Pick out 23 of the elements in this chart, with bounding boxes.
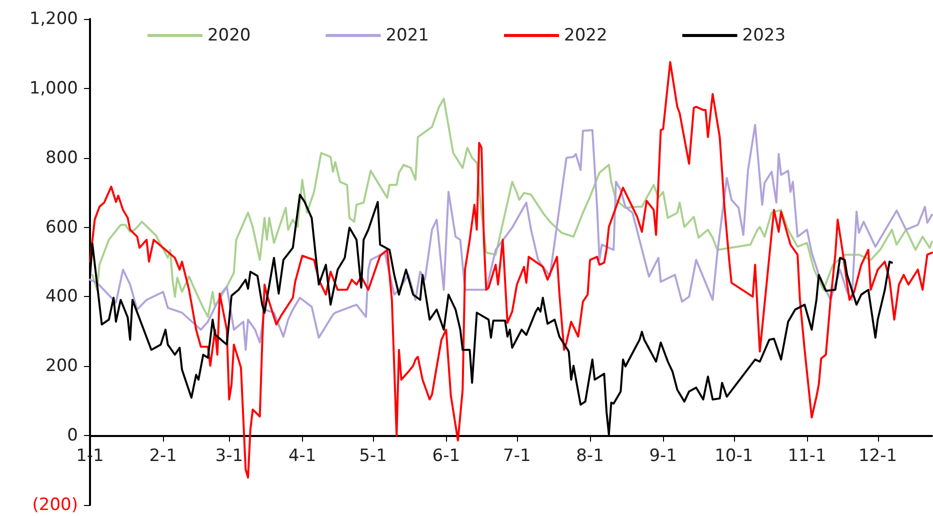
legend-label: 2022 [564, 26, 608, 46]
y-tick-label: 400 [46, 286, 78, 307]
y-tick-label: 1,200 [29, 9, 78, 29]
y-tick-label: 200 [46, 356, 78, 376]
x-tick-label: 8-1 [576, 446, 604, 466]
x-tick-label: 12-1 [858, 446, 898, 466]
legend-label: 2020 [207, 26, 251, 46]
x-tick-label: 11-1 [788, 446, 826, 466]
x-tick-label: 9-1 [649, 446, 678, 466]
x-tick-label: 3-1 [215, 446, 244, 466]
legend-label: 2021 [386, 26, 429, 46]
y-tick-label: 800 [46, 148, 78, 168]
x-tick-label: 6-1 [432, 446, 460, 466]
x-tick-label: 10-1 [714, 446, 754, 466]
legend-label: 2023 [742, 26, 786, 46]
y-tick-label: (200) [32, 495, 78, 515]
y-tick-label: 0 [67, 426, 78, 446]
x-tick-label: 7-1 [503, 446, 531, 466]
x-tick-label: 2-1 [149, 446, 178, 466]
x-tick-label: 4-1 [288, 446, 316, 466]
x-tick-label: 5-1 [359, 446, 387, 466]
y-tick-label: 1,000 [29, 78, 78, 98]
y-tick-label: 600 [46, 217, 78, 238]
